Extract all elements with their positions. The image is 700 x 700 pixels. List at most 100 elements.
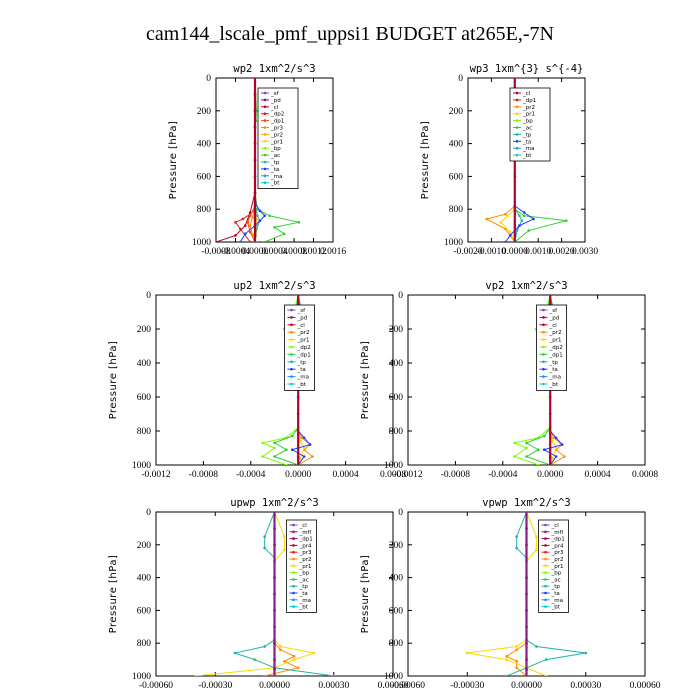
series-point	[256, 214, 259, 218]
legend-marker	[544, 550, 547, 554]
legend-marker	[292, 564, 295, 568]
legend-marker	[263, 112, 267, 115]
series-point	[499, 221, 503, 224]
legend-marker	[290, 338, 293, 341]
y-tick-label: 800	[449, 205, 464, 215]
series-point	[234, 234, 237, 237]
legend-marker	[544, 598, 547, 602]
legend-marker	[290, 330, 293, 334]
y-tick-label: 1000	[132, 461, 151, 471]
legend-marker	[515, 112, 519, 115]
legend-label: _tp	[549, 360, 559, 366]
plot-frame	[155, 294, 394, 466]
chart-panel: wp2 1xm^2/s^3 0 200 400 600 800 1000-0.0008-0.…	[168, 63, 346, 257]
legend-label: _dp1	[522, 98, 536, 104]
y-tick-label: 1000	[384, 461, 403, 471]
x-tick-label: -0.0020	[453, 247, 483, 257]
y-tick-label: 1000	[192, 238, 211, 248]
legend-label: _ma	[297, 375, 309, 381]
chart-panel: vp2 1xm^2/s^3 0 200 400 600 800 1000-0.0012 -0.…	[360, 280, 658, 480]
legend-marker	[544, 523, 547, 527]
series-point	[302, 436, 306, 440]
series-point	[563, 455, 566, 458]
legend-marker	[292, 557, 295, 561]
legend-label: _cl	[551, 523, 560, 529]
plot-frame	[467, 77, 586, 243]
legend-label: _dp1	[549, 352, 563, 358]
series-point	[248, 214, 252, 218]
series-point	[513, 441, 516, 445]
series-point	[535, 548, 538, 552]
legend-marker	[515, 140, 519, 143]
legend-marker	[544, 537, 547, 540]
series-point	[560, 443, 564, 446]
legend-label: _pr1	[270, 139, 283, 145]
legend-marker	[292, 530, 295, 534]
legend-marker	[290, 345, 293, 349]
legend-marker	[292, 537, 295, 540]
legend-marker	[544, 544, 547, 547]
legend-label: _pr3	[270, 126, 284, 132]
legend-marker	[290, 360, 293, 364]
x-tick-label: 0.00060	[378, 681, 409, 691]
legend-marker	[292, 598, 295, 602]
x-tick-label: -0.00030	[198, 681, 232, 691]
legend-label: _dp1	[551, 537, 565, 543]
series-point	[544, 658, 548, 661]
x-tick-label: 0.0000	[242, 247, 268, 257]
y-tick-label: 200	[389, 325, 404, 335]
x-tick-label: 0.0000	[502, 247, 528, 257]
legend-marker	[544, 584, 547, 588]
series-point	[513, 455, 516, 458]
panel-title: vp2 1xm^2/s^3	[485, 280, 567, 292]
y-axis-label: Pressure [hPa]	[168, 121, 179, 200]
legend-label: _pr1	[297, 338, 310, 344]
legend-label: _bp	[270, 146, 281, 152]
legend-marker	[544, 605, 547, 608]
series-point	[508, 234, 512, 237]
series-point	[515, 645, 518, 648]
legend-label: _ac	[551, 577, 561, 583]
y-tick-label: 400	[137, 359, 152, 369]
y-tick-label: 0	[146, 508, 151, 518]
x-tick-label: 0.0008	[632, 470, 658, 480]
series-point	[518, 214, 521, 218]
series-point	[263, 214, 267, 218]
legend-marker	[292, 523, 295, 527]
y-tick-label: 600	[197, 172, 212, 182]
legend-marker	[542, 323, 545, 327]
legend-marker	[263, 98, 267, 102]
legend-marker	[263, 167, 267, 171]
series-group	[216, 78, 301, 242]
legend-label: _tp	[551, 584, 561, 590]
series-point	[263, 535, 266, 538]
x-tick-label: 0.0016	[320, 247, 346, 257]
series-point	[535, 645, 538, 648]
legend-label: _sf	[270, 91, 280, 97]
y-tick-label: 800	[137, 639, 152, 649]
x-tick-label: 0.0004	[585, 470, 611, 480]
series-point	[251, 216, 254, 219]
series-point	[248, 224, 252, 227]
legend-marker	[515, 133, 519, 136]
series-point	[505, 655, 509, 658]
x-tick-label: 0.00000	[511, 681, 542, 691]
series-point	[544, 674, 548, 676]
series-point	[525, 441, 528, 445]
series-point	[504, 212, 507, 216]
legend-label: _dp2	[270, 112, 284, 118]
series-point	[537, 463, 540, 465]
legend-marker	[515, 126, 519, 129]
series-point	[535, 535, 538, 538]
x-tick-label: -0.0008	[201, 247, 231, 257]
x-tick-label: 0.0008	[281, 247, 307, 257]
legend-label: _cl	[297, 323, 306, 329]
legend-label: _pr2	[551, 557, 564, 563]
legend-marker	[290, 367, 293, 371]
legend-label: _ta	[297, 367, 306, 373]
legend: _cl_mfl_dp1_pr4_pr3_pr2_pr1_bp_ac_tp_ta_…	[538, 519, 569, 613]
legend-label: _bp	[522, 119, 533, 125]
legend-label: _ta	[549, 367, 558, 373]
legend-label: _cl	[299, 523, 308, 529]
legend-label: _pr2	[270, 132, 283, 138]
